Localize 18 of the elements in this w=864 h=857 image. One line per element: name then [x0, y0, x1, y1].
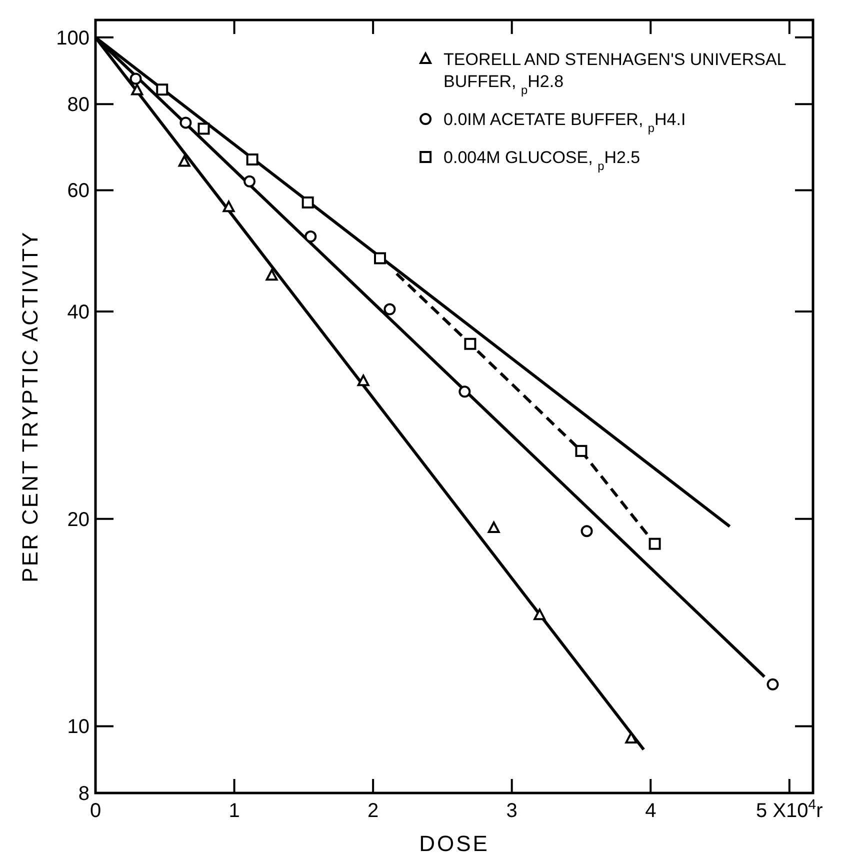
x-tick-label: 1	[228, 800, 240, 822]
y-tick-label: 20	[67, 508, 90, 531]
x-tick-label: 4	[645, 800, 656, 822]
legend-label: 0.0IM ACETATE BUFFER, $_{p}$H4.I	[444, 110, 686, 135]
legend-label: 0.004M GLUCOSE, $_{p}$H2.5	[444, 148, 640, 173]
x-axis-title: DOSE	[419, 831, 490, 856]
y-tick-label: 8	[78, 783, 90, 805]
x-tick-label: 2	[368, 800, 379, 822]
x-tick-label: 5 X10$^{4}$r	[756, 796, 824, 822]
x-tick-label: 0	[90, 800, 102, 822]
y-axis-title: PER CENT TRYPTIC ACTIVITY	[18, 230, 42, 582]
y-tick-label: 10	[67, 716, 90, 738]
y-tick-label: 100	[56, 27, 90, 50]
x-tick-label: 3	[506, 800, 518, 822]
y-tick-label: 40	[67, 302, 90, 324]
y-tick-label: 60	[67, 180, 90, 202]
legend-label: TEORELL AND STENHAGEN'S UNIVERSAL BUFFER, $_{p}$H2.8	[444, 50, 786, 97]
y-tick-label: 80	[67, 94, 90, 116]
